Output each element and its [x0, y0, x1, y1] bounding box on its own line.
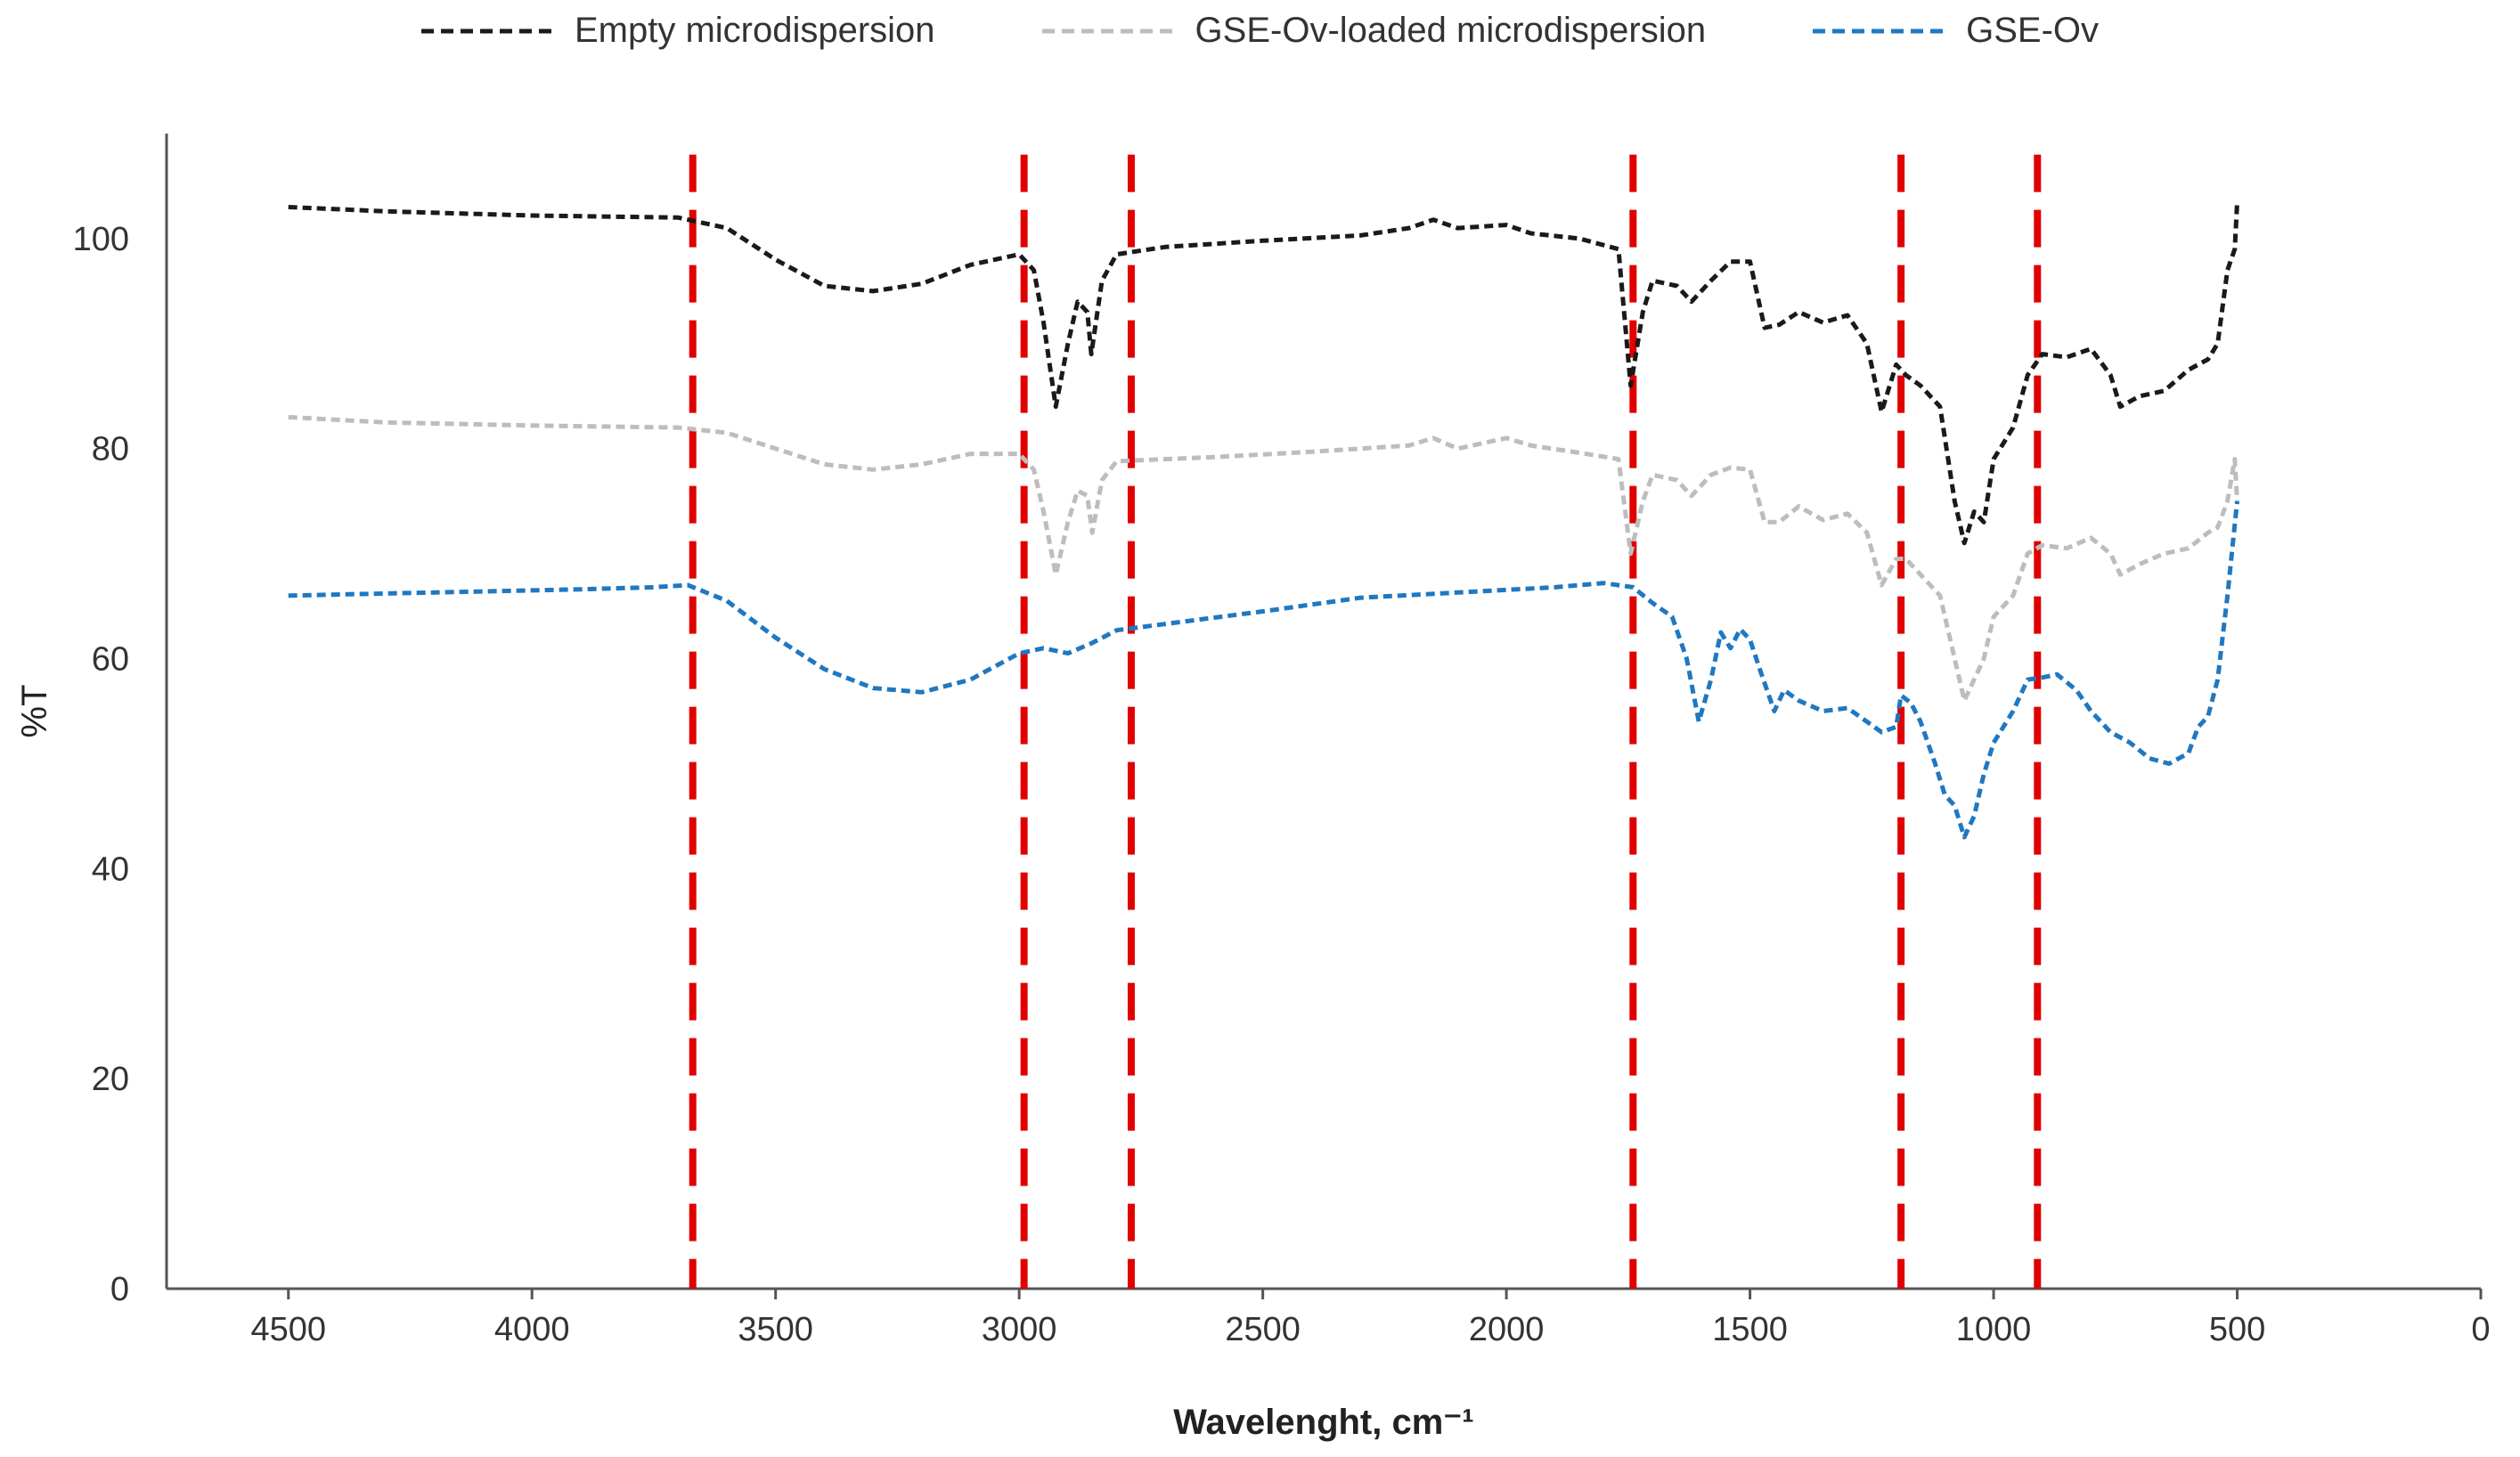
series-line-1	[288, 414, 2239, 704]
y-tick-label: 40	[92, 851, 129, 888]
y-tick-label: 20	[92, 1061, 129, 1098]
legend-item-empty-microdispersion: Empty microdispersion	[420, 11, 935, 51]
x-tick-label: 500	[2209, 1311, 2265, 1348]
legend-item-gse-ov: GSE-Ov	[1813, 11, 2099, 51]
x-tick-label: 0	[2471, 1311, 2490, 1348]
x-tick-label: 4500	[250, 1311, 326, 1348]
x-tick-label: 4000	[494, 1311, 570, 1348]
legend: Empty microdispersion GSE-Ov-loaded micr…	[0, 11, 2520, 51]
series-line-2	[288, 501, 2239, 840]
y-tick-label: 60	[92, 641, 129, 679]
legend-label-empty-microdispersion: Empty microdispersion	[574, 11, 935, 50]
legend-swatch-gse-ov	[1813, 28, 1947, 33]
x-tick-label: 3000	[982, 1311, 1057, 1348]
y-tick-label: 0	[110, 1271, 129, 1308]
x-tick-label: 1500	[1712, 1311, 1788, 1348]
y-tick-label: 100	[73, 221, 129, 258]
reference-lines	[689, 154, 2042, 1289]
x-tick-label: 2500	[1225, 1311, 1301, 1348]
legend-swatch-empty-microdispersion	[420, 28, 555, 33]
legend-label-gse-ov: GSE-Ov	[1966, 11, 2100, 50]
series-line-0	[288, 201, 2239, 546]
x-tick-label: 2000	[1469, 1311, 1545, 1348]
legend-item-gse-ov-loaded-microdispersion: GSE-Ov-loaded microdispersion	[1041, 11, 1707, 51]
series-lines	[288, 201, 2239, 840]
legend-swatch-gse-ov-loaded-microdispersion	[1041, 28, 1176, 33]
x-axis-title: Wavelenght, cm⁻¹	[1173, 1403, 1473, 1442]
x-tick-label: 3500	[738, 1311, 813, 1348]
tick-labels: 4500 4000 3500 3000 2500 2000 1500 1000 500 0 0 20 4…	[73, 221, 2491, 1348]
y-axis-title: %T	[15, 685, 54, 738]
legend-label-gse-ov-loaded-microdispersion: GSE-Ov-loaded microdispersion	[1195, 11, 1707, 50]
axes	[165, 134, 2483, 1299]
x-tick-label: 1000	[1956, 1311, 2032, 1348]
y-tick-label: 80	[92, 431, 129, 468]
